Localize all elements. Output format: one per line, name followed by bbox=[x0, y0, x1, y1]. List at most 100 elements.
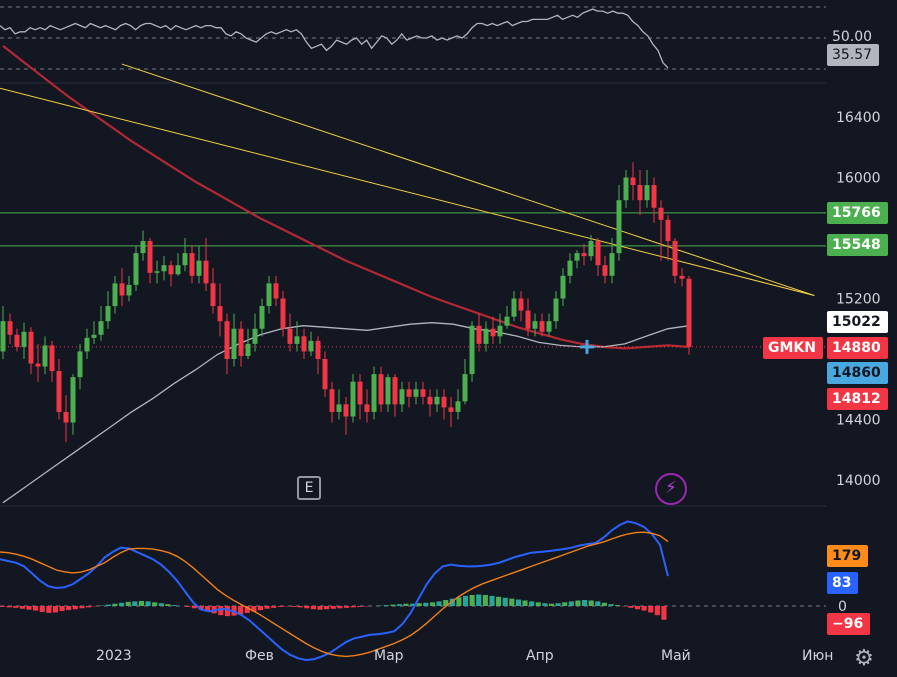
candle-body bbox=[14, 334, 20, 347]
price-tick-label: 14400 bbox=[836, 413, 881, 429]
macd-zero-label: 0 bbox=[838, 599, 847, 615]
macd-histogram-bar bbox=[72, 606, 78, 610]
macd-histogram-bar bbox=[615, 605, 621, 606]
candle-body bbox=[644, 185, 650, 201]
candle-body bbox=[49, 345, 55, 372]
macd-histogram-bar bbox=[198, 606, 204, 610]
macd-histogram-bar bbox=[396, 604, 402, 606]
candle-body bbox=[539, 321, 545, 332]
candle-body bbox=[686, 278, 692, 347]
macd-histogram-bar bbox=[185, 606, 191, 607]
macd-histogram-bar bbox=[125, 601, 131, 606]
macd-line bbox=[0, 520, 669, 662]
gear-icon[interactable]: ⚙ bbox=[854, 646, 874, 671]
macd-histogram-bar bbox=[119, 602, 125, 606]
candle-body bbox=[301, 336, 307, 352]
macd-histogram-bar bbox=[496, 596, 502, 606]
candle-body bbox=[329, 389, 335, 412]
candle-body bbox=[189, 253, 195, 276]
macd-histogram-bar bbox=[271, 606, 277, 608]
candle-body bbox=[203, 260, 209, 284]
candle-body bbox=[231, 328, 237, 359]
macd-histogram-bar bbox=[436, 601, 442, 606]
candle-body bbox=[91, 334, 97, 338]
candle-body bbox=[224, 321, 230, 359]
macd-histogram-bar bbox=[641, 606, 647, 611]
candle-body bbox=[182, 253, 188, 266]
macd-histogram-bar bbox=[39, 606, 45, 612]
candle-body bbox=[476, 325, 482, 344]
macd-histogram-bar bbox=[350, 606, 356, 608]
macd-histogram-bar bbox=[264, 606, 270, 609]
macd-histogram-bar bbox=[132, 601, 138, 606]
macd-histogram-bar bbox=[205, 606, 211, 612]
macd-histogram-bar bbox=[19, 606, 25, 609]
macd-histogram-bar bbox=[542, 603, 548, 606]
earnings-event-icon[interactable]: E bbox=[297, 476, 321, 500]
macd-badge-histogram: −96 bbox=[827, 613, 871, 635]
price-badge-blue: 14860 bbox=[827, 362, 888, 384]
candle-body bbox=[658, 207, 664, 220]
candle-body bbox=[553, 298, 559, 322]
candle-body bbox=[483, 328, 489, 344]
candle-body bbox=[140, 241, 146, 254]
macd-histogram-bar bbox=[138, 600, 145, 606]
candle-body bbox=[665, 219, 671, 242]
candle-body bbox=[392, 377, 398, 405]
macd-histogram-bar bbox=[548, 603, 555, 606]
macd-histogram-bar bbox=[13, 606, 19, 608]
macd-histogram-bar bbox=[165, 604, 171, 606]
macd-histogram-bar bbox=[310, 606, 316, 610]
candle-body bbox=[238, 328, 244, 356]
macd-histogram-bar bbox=[522, 600, 528, 606]
candle-body bbox=[518, 298, 524, 311]
candle-body bbox=[287, 328, 293, 344]
candle-body bbox=[434, 396, 440, 405]
candle-body bbox=[322, 359, 328, 390]
candle-body bbox=[119, 283, 125, 296]
candle-body bbox=[357, 381, 363, 405]
candle-body bbox=[546, 321, 552, 332]
candle-body bbox=[455, 401, 461, 412]
candle-body bbox=[420, 389, 426, 397]
candle-body bbox=[385, 377, 391, 405]
macd-histogram-bar bbox=[555, 603, 561, 606]
macd-histogram-bar bbox=[145, 601, 151, 606]
candle-body bbox=[161, 265, 167, 272]
candle-body bbox=[343, 404, 349, 417]
candle-body bbox=[252, 328, 258, 344]
candle-body bbox=[336, 404, 342, 412]
macd-histogram-bar bbox=[383, 605, 389, 606]
macd-signal-line bbox=[0, 531, 669, 658]
macd-histogram-bar bbox=[390, 604, 396, 606]
macd-histogram-bar bbox=[489, 595, 495, 606]
macd-histogram-bar bbox=[324, 606, 330, 610]
candle-body bbox=[448, 407, 454, 412]
macd-histogram-bar bbox=[575, 600, 581, 606]
candle-body bbox=[280, 298, 286, 329]
macd-badge-macd: 83 bbox=[827, 572, 859, 594]
time-label-feb: Фев bbox=[245, 648, 274, 664]
macd-histogram-bar bbox=[171, 605, 178, 606]
macd-histogram-bar bbox=[238, 606, 244, 615]
macd-histogram-bar bbox=[654, 606, 660, 616]
candle-body bbox=[609, 253, 615, 276]
price-tick-label: 14000 bbox=[836, 473, 881, 489]
candle-body bbox=[588, 241, 594, 257]
macd-badge-signal: 179 bbox=[827, 545, 869, 567]
moving-average-line-0 bbox=[2, 45, 690, 350]
macd-histogram-bar bbox=[562, 602, 568, 606]
macd-histogram-bar bbox=[608, 604, 614, 606]
macd-histogram-bar bbox=[482, 594, 488, 606]
macd-histogram-bar bbox=[416, 603, 422, 606]
macd-histogram-bar bbox=[158, 603, 164, 606]
candle-body bbox=[350, 381, 356, 417]
macd-histogram-bar bbox=[52, 606, 59, 613]
price-badge-red: 14812 bbox=[827, 388, 888, 410]
candle-body bbox=[126, 284, 132, 296]
macd-histogram-bar bbox=[661, 606, 667, 620]
macd-histogram-bar bbox=[535, 602, 541, 606]
macd-histogram-bar bbox=[330, 606, 336, 609]
macd-histogram-bar bbox=[0, 606, 6, 607]
lightning-event-icon[interactable]: ⚡ bbox=[655, 473, 687, 505]
